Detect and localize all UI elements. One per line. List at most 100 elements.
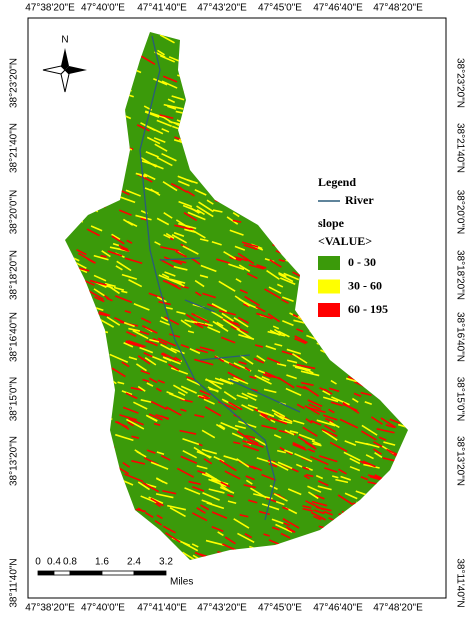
slope-cell: [122, 406, 139, 414]
legend-field: slope: [318, 216, 345, 230]
slope-cell: [270, 460, 289, 471]
slope-cell: [223, 391, 237, 401]
slope-cell: [150, 400, 168, 410]
slope-cell: [122, 88, 130, 94]
slope-cell: [264, 288, 282, 300]
slope-cell: [357, 510, 367, 516]
slope-cell: [331, 32, 338, 36]
slope-cell: [315, 506, 332, 512]
slope-cell: [79, 370, 99, 377]
slope-cell: [361, 375, 373, 380]
slope-cell: [150, 188, 161, 197]
slope-cell: [308, 36, 316, 41]
slope-cell: [161, 273, 170, 279]
slope-cell: [124, 257, 143, 265]
slope-cell: [398, 499, 408, 507]
slope-cell: [94, 163, 108, 171]
slope-cell: [228, 362, 241, 370]
slope-cell: [168, 551, 184, 557]
slope-cell: [396, 453, 408, 462]
slope-cell: [98, 464, 107, 470]
slope-cell: [162, 75, 178, 83]
slope-cell: [94, 48, 102, 53]
slope-cell: [203, 100, 219, 106]
slope-cell: [131, 58, 139, 62]
slope-cell: [257, 66, 268, 74]
slope-cell: [361, 529, 371, 537]
slope-cell: [383, 441, 396, 446]
lon-label: 47°45'0"E: [258, 3, 302, 14]
slope-cell: [68, 499, 75, 505]
slope-cell: [383, 47, 397, 55]
slope-cell: [208, 72, 229, 79]
slope-cell: [266, 269, 280, 280]
scale-label: 0.8: [63, 557, 77, 568]
slope-cell: [148, 292, 165, 300]
slope-cell: [168, 392, 185, 401]
slope-cell: [272, 68, 282, 75]
slope-cell: [92, 473, 110, 484]
slope-cell: [342, 48, 353, 55]
slope-cell: [184, 319, 195, 324]
slope-cell: [161, 152, 177, 162]
slope-cell: [137, 481, 151, 491]
slope-cell: [341, 357, 360, 369]
slope-cell: [70, 372, 78, 377]
slope-cell: [391, 536, 408, 543]
slope-cell: [276, 362, 287, 367]
slope-cell: [340, 475, 351, 481]
slope-cell: [140, 369, 151, 375]
slope-cell: [355, 336, 365, 341]
slope-cell: [160, 455, 171, 461]
slope-cell: [375, 388, 388, 395]
lat-label: 38°20'0"N: [9, 190, 20, 235]
slope-cell: [241, 140, 257, 147]
slope-cell: [73, 257, 80, 262]
slope-cell: [76, 249, 87, 256]
slope-cell: [315, 474, 324, 480]
slope-cell: [310, 455, 329, 466]
slope-cell: [365, 172, 378, 180]
slope-cell: [399, 361, 408, 368]
slope-cell: [399, 110, 408, 120]
slope-cell: [219, 169, 234, 180]
slope-cell: [74, 131, 84, 137]
scale-unit: Miles: [170, 577, 193, 588]
slope-cell: [244, 532, 253, 539]
slope-cell: [78, 339, 94, 346]
slope-cell: [269, 329, 281, 336]
slope-cell: [221, 398, 229, 403]
slope-cell: [264, 116, 275, 121]
slope-cell: [242, 303, 250, 308]
slope-cell: [201, 32, 213, 39]
slope-cell: [361, 125, 377, 135]
slope-cell: [311, 500, 328, 507]
slope-cell: [115, 433, 134, 442]
slope-cell: [70, 72, 77, 77]
slope-cell: [307, 485, 322, 493]
slope-cell: [108, 97, 125, 109]
lat-label: 38°23'20"N: [454, 58, 465, 108]
slope-cell: [317, 480, 329, 487]
slope-cell: [392, 174, 408, 182]
slope-cell: [298, 163, 315, 172]
slope-cell: [294, 337, 307, 345]
slope-cell: [342, 32, 354, 37]
slope-cell: [121, 290, 128, 294]
slope-cell: [349, 457, 361, 465]
slope-cell: [127, 220, 138, 228]
slope-cell: [115, 265, 123, 271]
slope-cell: [99, 94, 114, 101]
slope-cell: [69, 550, 87, 557]
slope-cell: [66, 325, 76, 332]
slope-cell: [377, 363, 392, 372]
lon-label: 47°43'20"E: [197, 603, 247, 614]
slope-cell: [97, 39, 106, 43]
slope-cell: [300, 370, 320, 377]
slope-cell: [339, 418, 359, 429]
slope-cell: [360, 391, 372, 397]
slope-cell: [196, 142, 207, 150]
slope-cell: [203, 458, 213, 465]
slope-cell: [281, 298, 289, 304]
slope-cell: [330, 334, 349, 345]
